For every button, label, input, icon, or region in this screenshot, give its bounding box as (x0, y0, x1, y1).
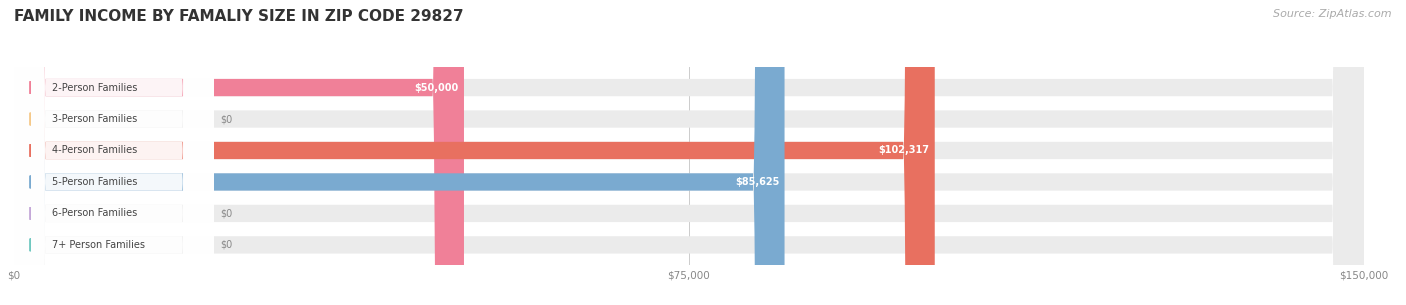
Text: $102,317: $102,317 (879, 145, 929, 156)
Text: FAMILY INCOME BY FAMALIY SIZE IN ZIP CODE 29827: FAMILY INCOME BY FAMALIY SIZE IN ZIP COD… (14, 9, 464, 24)
FancyBboxPatch shape (14, 0, 935, 305)
Text: 6-Person Families: 6-Person Families (52, 208, 138, 218)
Text: $50,000: $50,000 (415, 83, 458, 92)
Text: $85,625: $85,625 (735, 177, 779, 187)
FancyBboxPatch shape (14, 0, 214, 305)
Text: 4-Person Families: 4-Person Families (52, 145, 138, 156)
FancyBboxPatch shape (14, 0, 214, 305)
FancyBboxPatch shape (14, 0, 1364, 305)
Text: $0: $0 (221, 240, 233, 250)
Text: $0: $0 (221, 208, 233, 218)
Text: 7+ Person Families: 7+ Person Families (52, 240, 145, 250)
Text: 3-Person Families: 3-Person Families (52, 114, 138, 124)
FancyBboxPatch shape (14, 0, 214, 305)
FancyBboxPatch shape (14, 0, 1364, 305)
FancyBboxPatch shape (14, 0, 785, 305)
Text: Source: ZipAtlas.com: Source: ZipAtlas.com (1274, 9, 1392, 19)
FancyBboxPatch shape (14, 0, 1364, 305)
FancyBboxPatch shape (14, 0, 214, 305)
FancyBboxPatch shape (14, 0, 1364, 305)
FancyBboxPatch shape (14, 0, 1364, 305)
Text: $0: $0 (221, 114, 233, 124)
FancyBboxPatch shape (14, 0, 214, 305)
Text: 5-Person Families: 5-Person Families (52, 177, 138, 187)
FancyBboxPatch shape (14, 0, 1364, 305)
FancyBboxPatch shape (14, 0, 214, 305)
Text: 2-Person Families: 2-Person Families (52, 83, 138, 92)
FancyBboxPatch shape (14, 0, 464, 305)
